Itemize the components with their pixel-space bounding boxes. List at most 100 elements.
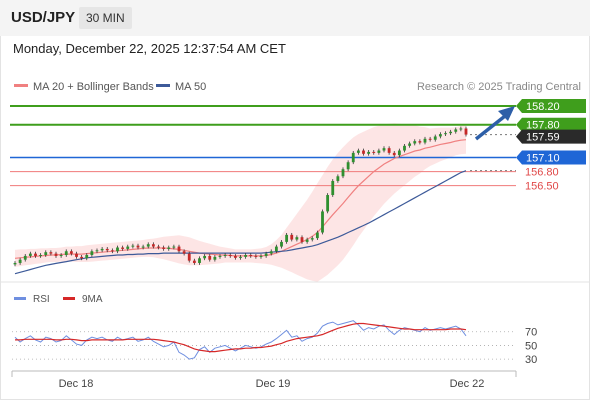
candle (116, 245, 119, 254)
candle (233, 254, 237, 260)
candle (203, 254, 207, 261)
rsi-ma-legend-label: 9MA (82, 294, 103, 305)
candle (13, 261, 17, 267)
candle (285, 232, 289, 244)
candle (254, 254, 258, 259)
candle (100, 247, 104, 253)
candle (280, 240, 283, 249)
candle (408, 141, 412, 148)
candle (167, 245, 171, 251)
candle (213, 255, 217, 262)
candle (249, 253, 253, 258)
candle (110, 248, 114, 254)
candle (326, 193, 330, 214)
candle (18, 257, 22, 265)
price-tag-156.50: 156.50 (525, 181, 559, 193)
candle (182, 249, 186, 256)
price-tag-bg-157.80 (516, 117, 586, 132)
rsi-legend-label: RSI (33, 294, 50, 305)
candle (444, 131, 447, 136)
candle (177, 244, 181, 254)
candle (69, 249, 73, 256)
candle (239, 255, 242, 260)
candle (346, 160, 350, 172)
candle (377, 148, 381, 155)
candle (39, 253, 43, 258)
candle (351, 150, 355, 165)
candle (341, 167, 345, 179)
candle (49, 250, 53, 256)
candle (126, 244, 130, 251)
candle (28, 251, 32, 258)
price-tag-156.80: 156.80 (525, 167, 559, 179)
candle (362, 148, 365, 156)
candle (136, 243, 140, 250)
rsi-ma-line (15, 322, 467, 353)
candle (433, 134, 437, 142)
rsi-legend-swatch (14, 297, 26, 300)
candle (418, 139, 422, 145)
candle (59, 253, 63, 258)
price-tag-bg-157.59 (516, 129, 586, 144)
candle (198, 256, 201, 265)
candle (64, 249, 68, 257)
candle (259, 254, 263, 259)
instrument-symbol: USD/JPY (11, 9, 76, 26)
candle (264, 251, 268, 258)
candle (54, 251, 58, 258)
candle (23, 254, 27, 262)
candle (310, 236, 314, 242)
candle (228, 253, 232, 258)
candle (331, 179, 335, 197)
candle (372, 150, 376, 155)
candle (403, 143, 406, 153)
candle (105, 247, 109, 253)
ma50-line (14, 170, 467, 275)
candle (387, 146, 391, 155)
candle (146, 242, 150, 249)
price-tag-157.59: 157.59 (526, 132, 560, 144)
x-tick-label-dec-18: Dec 18 (59, 378, 94, 390)
candle (392, 150, 396, 158)
candle (162, 245, 166, 251)
research-credit: Research © 2025 Trading Central (417, 81, 581, 93)
report-datetime: Monday, December 22, 2025 12:37:54 AM CE… (13, 41, 286, 56)
price-levels (10, 105, 516, 187)
candle (187, 251, 191, 263)
candle (208, 254, 212, 262)
rsi-line (14, 320, 467, 360)
candle (244, 253, 248, 259)
candle (438, 132, 442, 139)
candle (423, 136, 427, 145)
interval-button[interactable]: 30 MIN (79, 7, 132, 29)
candle (428, 136, 432, 142)
candle (397, 148, 401, 158)
candle (382, 146, 386, 153)
candle (367, 150, 371, 156)
candle (121, 245, 125, 251)
candles (13, 126, 468, 267)
candle (157, 244, 160, 250)
candle (459, 126, 463, 132)
price-tag-157.80: 157.80 (526, 120, 560, 132)
candle (290, 232, 294, 242)
candle (295, 235, 299, 242)
candle (95, 248, 99, 254)
rsi-level-label-70: 70 (525, 327, 537, 339)
candle (269, 249, 273, 256)
ma50-legend-label: MA 50 (175, 81, 206, 93)
price-tag-157.10: 157.10 (526, 153, 560, 165)
x-tick-label-dec-19: Dec 19 (256, 378, 291, 390)
rsi-ma-legend-swatch (63, 297, 75, 300)
candle (454, 127, 458, 134)
candle (321, 209, 324, 235)
candle (300, 235, 304, 244)
candle (223, 253, 227, 258)
candle (274, 244, 278, 254)
candle (218, 254, 222, 259)
rsi-level-label-30: 30 (525, 354, 537, 366)
candle (449, 129, 453, 136)
candle (141, 244, 145, 250)
